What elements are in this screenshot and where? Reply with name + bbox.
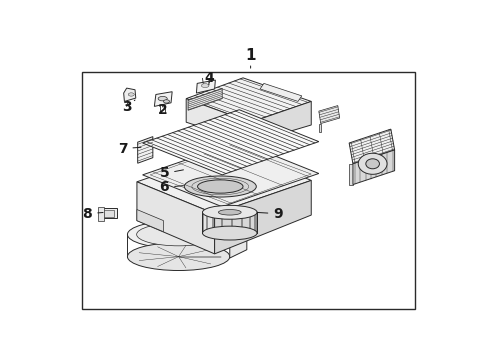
Polygon shape xyxy=(142,141,318,207)
Polygon shape xyxy=(186,78,311,122)
Ellipse shape xyxy=(127,243,229,270)
Polygon shape xyxy=(137,210,163,232)
Polygon shape xyxy=(188,89,222,110)
Polygon shape xyxy=(318,123,320,132)
Ellipse shape xyxy=(197,180,243,193)
Text: 8: 8 xyxy=(82,207,103,221)
Ellipse shape xyxy=(128,93,134,96)
Text: 2: 2 xyxy=(158,103,167,117)
Ellipse shape xyxy=(218,210,241,215)
Text: 1: 1 xyxy=(245,48,255,68)
Text: 9: 9 xyxy=(257,207,283,221)
Polygon shape xyxy=(229,239,246,258)
Bar xyxy=(100,208,117,219)
Text: 6: 6 xyxy=(159,180,183,194)
Polygon shape xyxy=(352,150,394,185)
Polygon shape xyxy=(196,80,215,93)
Ellipse shape xyxy=(358,153,386,174)
Polygon shape xyxy=(123,88,136,102)
Polygon shape xyxy=(318,105,339,123)
Ellipse shape xyxy=(201,84,208,87)
Polygon shape xyxy=(186,99,250,143)
Ellipse shape xyxy=(158,96,167,101)
Ellipse shape xyxy=(127,221,229,248)
Ellipse shape xyxy=(184,176,256,197)
Polygon shape xyxy=(214,180,311,254)
Polygon shape xyxy=(137,149,311,214)
Polygon shape xyxy=(137,182,214,254)
Polygon shape xyxy=(154,92,172,107)
Text: 4: 4 xyxy=(203,71,213,85)
Ellipse shape xyxy=(365,159,379,169)
Bar xyxy=(102,210,114,217)
Ellipse shape xyxy=(202,226,257,240)
Polygon shape xyxy=(260,84,301,102)
Ellipse shape xyxy=(202,205,257,219)
Polygon shape xyxy=(142,110,318,175)
Polygon shape xyxy=(138,136,153,163)
Text: 5: 5 xyxy=(159,166,183,180)
Bar xyxy=(202,212,257,233)
Polygon shape xyxy=(250,102,311,143)
Polygon shape xyxy=(348,129,394,164)
Ellipse shape xyxy=(136,223,220,246)
Text: 7: 7 xyxy=(118,141,141,156)
Bar xyxy=(98,207,104,221)
Ellipse shape xyxy=(163,100,169,103)
Polygon shape xyxy=(348,164,352,185)
Text: 3: 3 xyxy=(122,100,135,114)
